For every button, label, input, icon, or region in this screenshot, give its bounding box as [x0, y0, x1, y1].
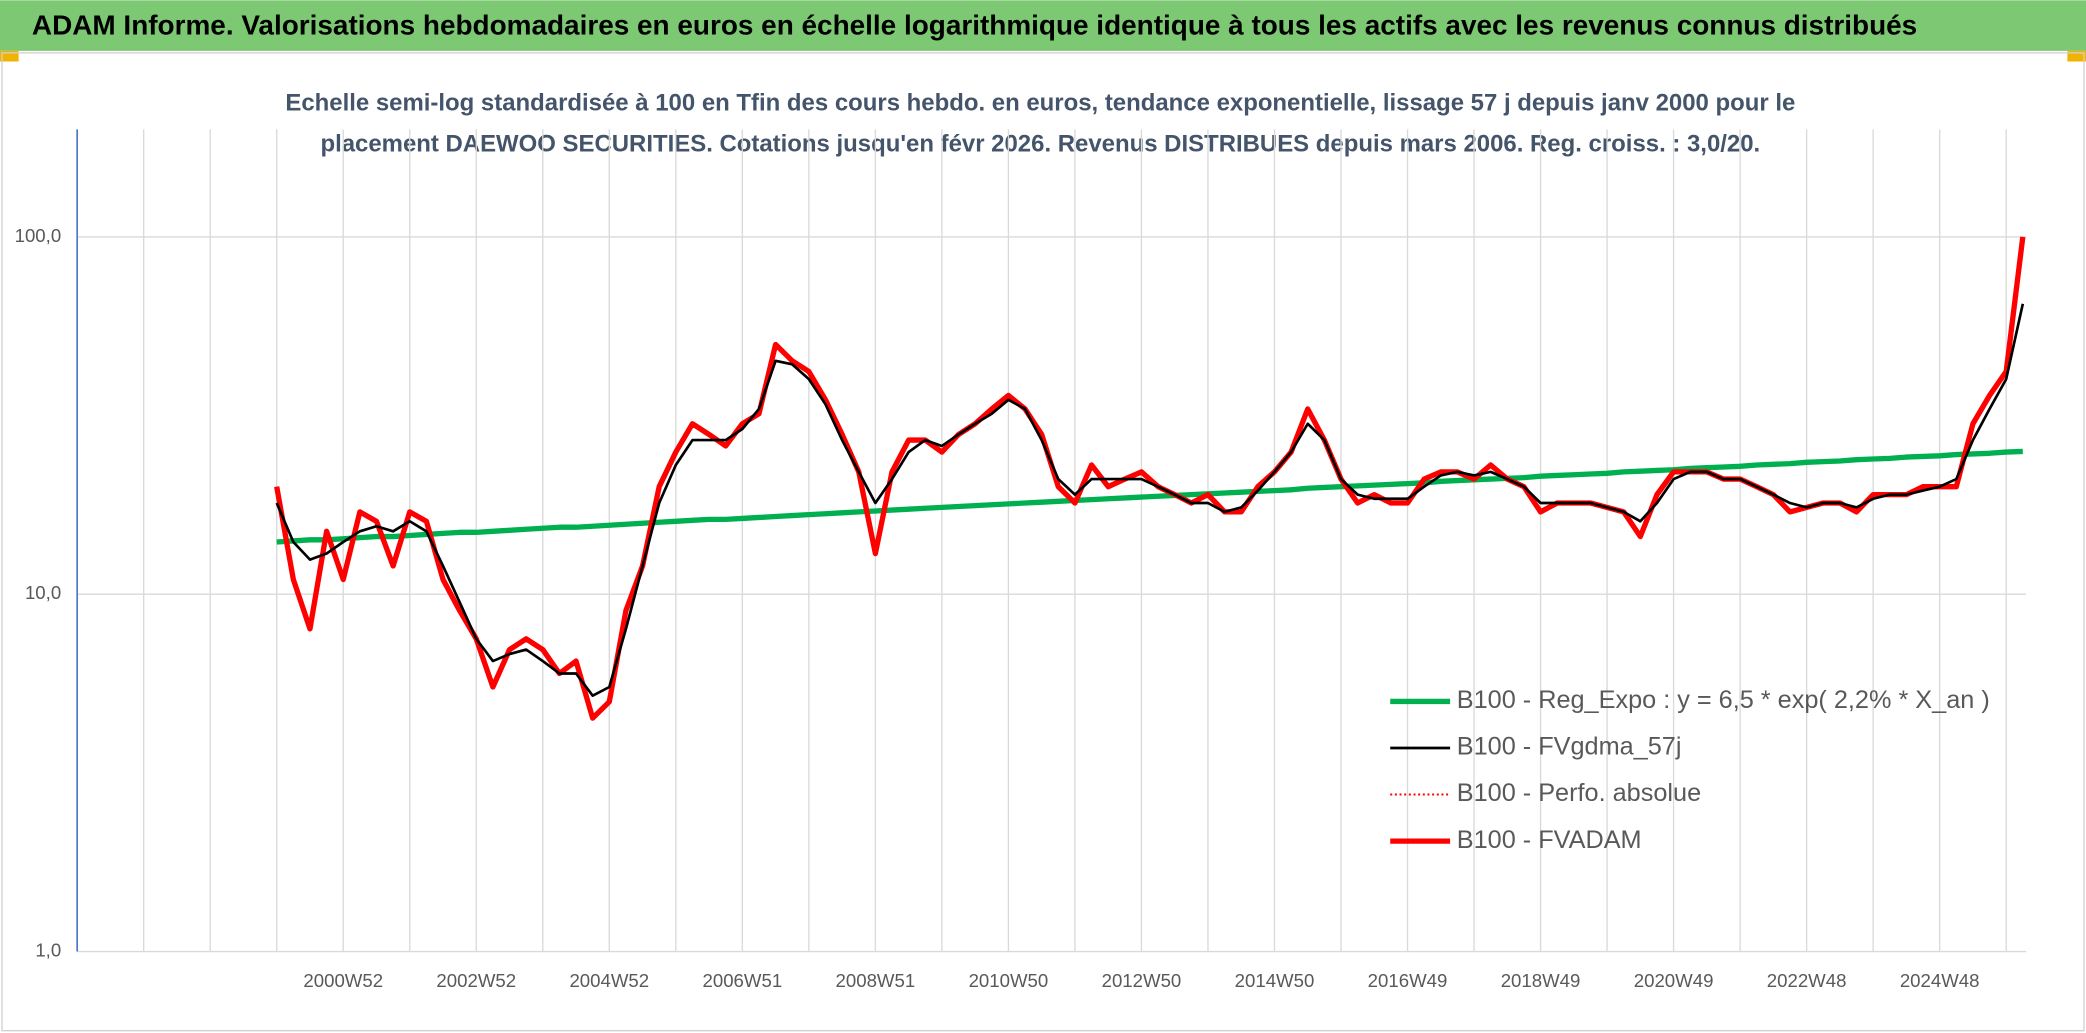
y-tick-label: 1,0	[35, 939, 61, 960]
frame	[1, 52, 2085, 1032]
legend-label: B100 - Reg_Expo : y = 6,5 * exp( 2,2% * …	[1457, 686, 1990, 714]
x-tick-label: 2014W50	[1235, 970, 1315, 991]
x-tick-label: 2006W51	[703, 970, 783, 991]
y-tick-label: 100,0	[15, 225, 62, 246]
x-tick-label: 2000W52	[303, 970, 383, 991]
x-tick-label: 2012W50	[1102, 970, 1182, 991]
header-bar	[0, 0, 2086, 51]
x-tick-label: 2018W49	[1501, 970, 1581, 991]
x-tick-label: 2004W52	[569, 970, 649, 991]
legend-label: B100 - FVgdma_57j	[1457, 733, 1682, 761]
y-tick-label: 10,0	[25, 582, 61, 603]
x-tick-label: 2022W48	[1767, 970, 1847, 991]
chart-subtitle: Echelle semi-log standardisée à 100 en T…	[285, 89, 1795, 116]
x-tick-label: 2010W50	[969, 970, 1049, 991]
x-tick-label: 2016W49	[1368, 970, 1448, 991]
x-tick-label: 2020W49	[1634, 970, 1714, 991]
series-line	[276, 448, 2023, 545]
x-tick-label: 2008W51	[836, 970, 916, 991]
corner	[0, 50, 19, 62]
plot-lines	[274, 236, 2026, 721]
corner	[2067, 50, 2086, 62]
legend-label: B100 - Perfo. absolue	[1457, 779, 1701, 807]
chart-title: ADAM Informe. Valorisations hebdomadaire…	[32, 9, 1917, 40]
x-tick-label: 2024W48	[1900, 970, 1980, 991]
legend-label: B100 - FVADAM	[1457, 826, 1642, 854]
series-line	[275, 303, 2025, 698]
chart-subtitle: placement DAEWOO SECURITIES. Cotations j…	[320, 131, 1760, 158]
x-tick-label: 2002W52	[436, 970, 516, 991]
legend: B100 - Reg_Expo : y = 6,5 * exp( 2,2% * …	[1390, 686, 1990, 854]
